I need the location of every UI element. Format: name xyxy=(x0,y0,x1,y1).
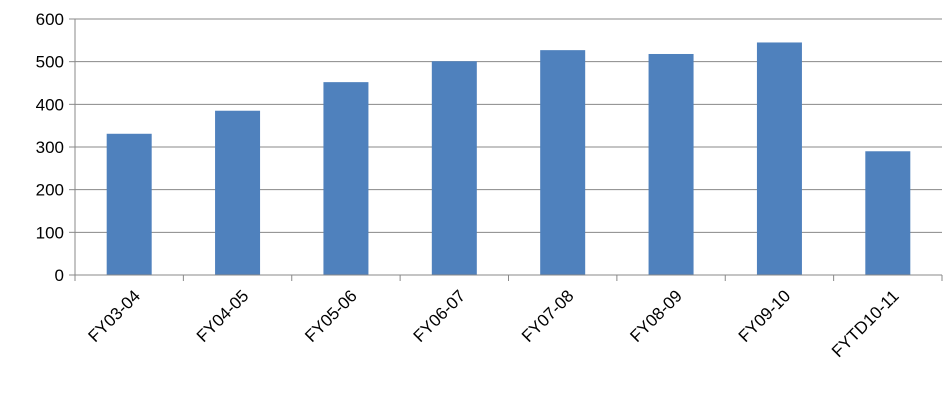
axes xyxy=(69,18,943,281)
gridlines xyxy=(75,18,942,233)
x-tick-label: FY03-04 xyxy=(84,286,144,346)
x-tick-label: FY07-08 xyxy=(518,286,578,346)
bar-FY03-04 xyxy=(106,133,152,275)
x-tick-label: FY08-09 xyxy=(626,286,686,346)
y-tick-label: 200 xyxy=(36,181,64,200)
bar-FY04-05 xyxy=(215,110,261,275)
y-tick-label: 0 xyxy=(55,266,64,285)
y-tick-label: 100 xyxy=(36,223,64,242)
x-tick-label: FY06-07 xyxy=(410,286,470,346)
y-tick-label: 300 xyxy=(36,138,64,157)
x-tick-labels: FY03-04 FY04-05 FY05-06 FY06-07 FY07-08 FY08-… xyxy=(84,286,902,361)
bar-FY07-08 xyxy=(540,50,586,275)
bar-FY09-10 xyxy=(756,42,802,275)
bar-FY08-09 xyxy=(648,53,694,276)
x-tick-label: FY04-05 xyxy=(193,286,253,346)
x-tick-label: FYTD10-11 xyxy=(828,286,903,361)
bars xyxy=(106,42,911,276)
y-tick-label: 500 xyxy=(36,53,64,72)
y-tick-label: 600 xyxy=(36,10,64,29)
bar-FY06-07 xyxy=(431,61,477,275)
y-tick-labels: 0 100 200 300 400 500 600 xyxy=(36,10,64,285)
bar-FYTD10-11 xyxy=(865,151,911,275)
bar-FY05-06 xyxy=(323,82,369,275)
x-tick-label: FY09-10 xyxy=(735,286,795,346)
x-tick-label: FY05-06 xyxy=(301,286,361,346)
y-tick-label: 400 xyxy=(36,95,64,114)
